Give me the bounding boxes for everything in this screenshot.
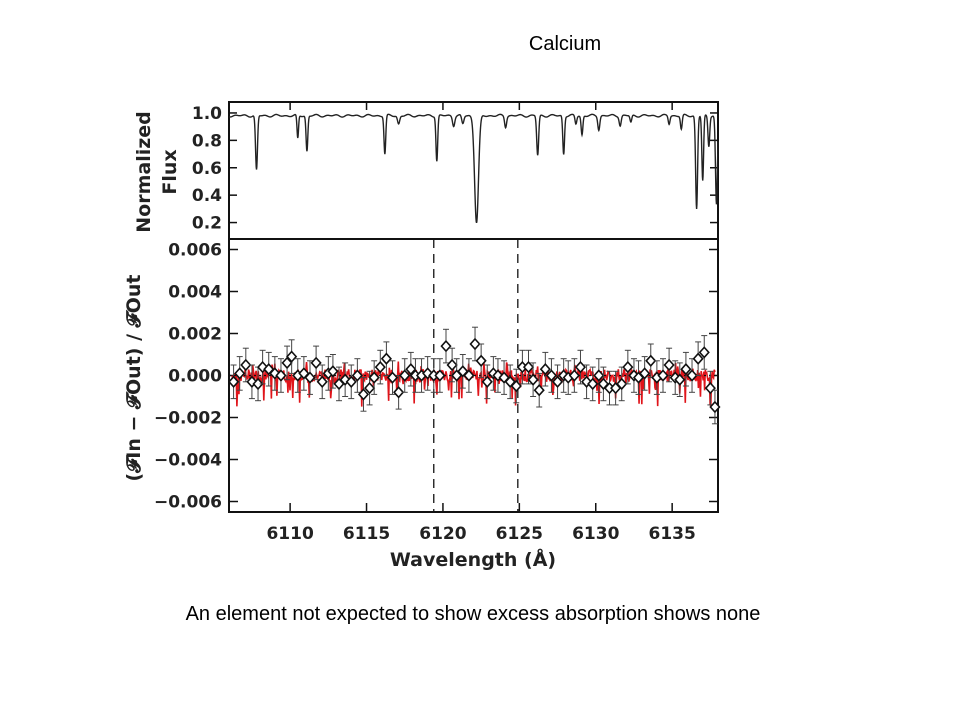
xtick-label: 6135 bbox=[648, 524, 695, 544]
data-point bbox=[281, 356, 293, 370]
top-ytick-label: 0.2 bbox=[192, 214, 222, 234]
flux-spectrum-line bbox=[228, 113, 719, 224]
data-point bbox=[709, 400, 721, 414]
data-point bbox=[399, 369, 411, 382]
bottom-ytick-label: 0.004 bbox=[168, 283, 222, 303]
bottom-ytick-label: 0.002 bbox=[168, 325, 222, 345]
data-point bbox=[587, 377, 599, 391]
data-point bbox=[481, 375, 493, 388]
data-point bbox=[345, 375, 357, 388]
data-point bbox=[686, 369, 698, 382]
xtick-label: 6110 bbox=[266, 524, 313, 544]
xtick-label: 6125 bbox=[496, 524, 543, 544]
data-point bbox=[234, 367, 246, 380]
bottom-axes: 0.006 0.004 0.002 0.000 −0.002 −0.004 −0.006 61… bbox=[154, 102, 718, 544]
data-point bbox=[593, 369, 605, 382]
data-point bbox=[440, 339, 452, 353]
data-point bbox=[368, 371, 380, 384]
data-point bbox=[463, 369, 475, 382]
data-point bbox=[510, 379, 522, 393]
data-point bbox=[622, 360, 634, 374]
data-point bbox=[533, 384, 545, 397]
data-point bbox=[680, 363, 692, 376]
data-point bbox=[275, 369, 287, 382]
data-point bbox=[246, 375, 258, 388]
data-point bbox=[469, 337, 481, 351]
data-point bbox=[405, 363, 417, 376]
data-point bbox=[692, 352, 704, 365]
data-point bbox=[393, 386, 405, 399]
data-point bbox=[228, 375, 240, 388]
data-point bbox=[386, 371, 399, 384]
top-ylabel-line1: Normalized bbox=[133, 111, 155, 233]
data-point bbox=[434, 369, 446, 382]
data-point bbox=[527, 373, 539, 386]
data-point bbox=[498, 371, 510, 384]
xtick-label: 6120 bbox=[419, 524, 466, 544]
top-spectrum-plot bbox=[228, 113, 719, 224]
data-point bbox=[522, 360, 535, 374]
x-axis-label: Wavelength (Å) bbox=[390, 547, 556, 571]
data-point bbox=[269, 367, 281, 380]
data-point bbox=[551, 375, 564, 388]
data-point bbox=[286, 350, 298, 363]
data-point bbox=[240, 358, 252, 372]
data-point bbox=[704, 381, 716, 395]
data-point bbox=[446, 358, 458, 372]
data-point bbox=[252, 377, 264, 391]
data-point bbox=[539, 363, 551, 376]
data-point bbox=[339, 373, 351, 386]
bottom-ytick-label: −0.004 bbox=[154, 451, 222, 471]
xtick-label: 6130 bbox=[572, 524, 619, 544]
top-ytick-label: 0.8 bbox=[192, 131, 222, 151]
bottom-ytick-label: −0.002 bbox=[154, 409, 222, 429]
top-ylabel: Normalized Flux bbox=[133, 111, 181, 233]
data-point bbox=[616, 377, 628, 391]
slide-title: Calcium bbox=[528, 33, 602, 55]
bottom-ylabel: (𝓕In − 𝓕Out) / 𝓕Out bbox=[123, 275, 145, 482]
top-panel-frame bbox=[228, 101, 719, 240]
residual-points bbox=[228, 326, 721, 425]
data-point bbox=[698, 346, 710, 359]
data-point bbox=[663, 358, 675, 372]
top-ylabel-line2: Flux bbox=[159, 149, 181, 194]
data-point bbox=[597, 377, 609, 391]
data-point bbox=[316, 375, 328, 388]
data-point bbox=[475, 354, 487, 367]
data-point bbox=[574, 360, 587, 374]
data-point bbox=[674, 373, 686, 386]
bottom-ytick-label: 0.000 bbox=[168, 367, 222, 387]
data-point bbox=[545, 369, 558, 382]
xtick-label: 6115 bbox=[343, 524, 390, 544]
top-ytick-label: 0.6 bbox=[192, 159, 222, 179]
bottom-ytick-label: 0.006 bbox=[168, 241, 222, 261]
data-point bbox=[310, 356, 322, 370]
slide-caption: An element not expected to show excess a… bbox=[185, 603, 761, 625]
data-point bbox=[639, 367, 651, 380]
bottom-ytick-label: −0.006 bbox=[154, 493, 222, 513]
data-point bbox=[257, 360, 269, 374]
data-point bbox=[645, 354, 657, 367]
data-point bbox=[568, 369, 580, 382]
data-point bbox=[357, 388, 370, 401]
data-point bbox=[351, 369, 363, 382]
data-point bbox=[327, 365, 339, 378]
data-point bbox=[657, 369, 669, 382]
top-ytick-label: 0.4 bbox=[192, 186, 222, 206]
data-point bbox=[374, 360, 386, 374]
top-y-axis: 1.0 0.8 0.6 0.4 0.2 bbox=[192, 104, 718, 234]
data-point bbox=[364, 381, 376, 395]
top-ytick-label: 1.0 bbox=[192, 104, 222, 124]
data-point bbox=[304, 371, 316, 384]
data-point bbox=[380, 352, 392, 365]
